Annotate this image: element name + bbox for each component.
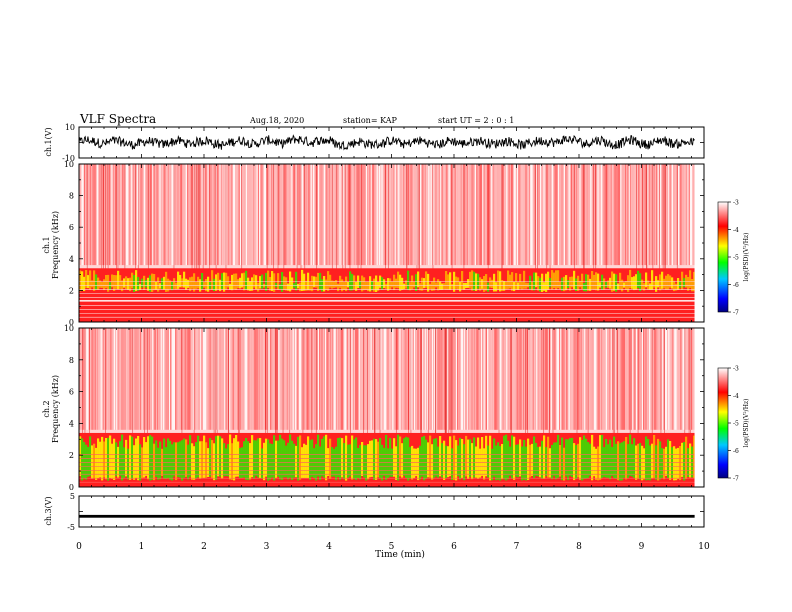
frequency-tick-label: 2 [69,451,74,460]
ch2-spectrogram-panel: 0 2 4 6 8 10 [64,324,705,492]
frequency-tick-label: 10 [64,160,74,169]
time-tick-label: 6 [451,542,457,552]
ch3-trace [79,514,695,518]
harmonic-lines [79,454,695,483]
time-tick-label: 7 [514,542,520,552]
ch1-spectrogram-ylabel-channel: ch.1 [42,236,51,253]
frequency-tick-label: 2 [69,286,74,295]
colorbar-tick-label: -7 [733,310,739,317]
ch1-waveform-panel: 10 -10 [62,123,705,163]
colorbar-tick-label: -3 [733,200,739,207]
time-tick-label: 2 [201,542,207,552]
ch2-spectrogram-ylabel-channel: ch.2 [42,400,51,417]
ch2-colorbar: -3 -4 -5 -6 -7 log(PSD)(V²/Hz) [717,366,750,483]
time-tick-label: 5 [389,542,395,552]
time-tick-label: 9 [639,542,645,552]
time-tick-label: 0 [76,542,82,552]
ch2-spectrogram-ylabel-frequency: Frequency (kHz) [51,375,60,443]
date-label: Aug.18, 2020 [249,116,304,125]
ch3-waveform-frame [78,495,705,528]
ch1-ylabel: ch.1(V) [44,127,53,156]
colorbar-tick-label: -5 [733,421,739,428]
colorbar-tick-label: -7 [733,476,739,483]
ch3-ylabel: ch.3(V) [44,496,53,525]
frequency-tick-label: 6 [69,223,74,232]
time-tick-label: 10 [698,542,710,552]
frequency-tick-label: 10 [64,324,74,333]
colorbar-tick-label: -4 [733,227,739,234]
station-label: station= KAP [343,116,398,125]
frequency-tick-label: 8 [69,192,74,201]
colorbar-tick-label: -6 [733,448,739,455]
frequency-tick-label: 4 [69,255,74,264]
frequency-tick-label: 0 [69,483,74,492]
colorbar-scale [717,201,729,313]
ch1-ytick-label: 10 [65,123,75,132]
spectrogram-streaks [79,328,696,487]
ch1-spectrogram-ylabel-frequency: Frequency (kHz) [51,211,60,279]
frequency-tick-label: 8 [69,356,74,365]
ch3-ytick-label: -5 [67,523,75,532]
time-tick-label: 8 [576,542,582,552]
spectrogram-streaks [79,164,696,322]
colorbar-label: log(PSD)(V²/Hz) [743,233,750,282]
time-tick-label: 1 [139,542,145,552]
frequency-tick-label: 0 [69,318,74,327]
figure-title: VLF Spectra [79,112,156,126]
ch1-colorbar: -3 -4 -5 -6 -7 log(PSD)(V²/Hz) [717,200,750,317]
colorbar-tick-label: -3 [733,366,739,373]
ch3-ytick-label: 5 [70,492,75,501]
xaxis-label: Time (min) [375,549,425,560]
colorbar-label: log(PSD)(V²/Hz) [743,399,750,448]
colorbar-tick-label: -5 [733,255,739,262]
ch1-spectrogram-panel: 0 2 4 6 8 10 [64,160,705,327]
ch1-trace [78,134,695,151]
colorbar-tick-label: -6 [733,282,739,289]
ch1-ytick-label: -10 [62,154,75,163]
frequency-tick-label: 4 [69,419,74,428]
ch3-waveform-panel: 5 -5 [67,492,705,532]
time-tick-label: 4 [326,542,332,552]
start-time-label: start UT = 2 : 0 : 1 [438,116,514,125]
colorbar-scale [717,367,729,479]
colorbar-tick-label: -4 [733,393,739,400]
frequency-tick-label: 6 [69,388,74,397]
time-axis: 0 1 2 3 4 5 6 7 8 9 10 [76,542,710,552]
time-tick-label: 3 [264,542,270,552]
harmonic-lines [79,281,695,318]
